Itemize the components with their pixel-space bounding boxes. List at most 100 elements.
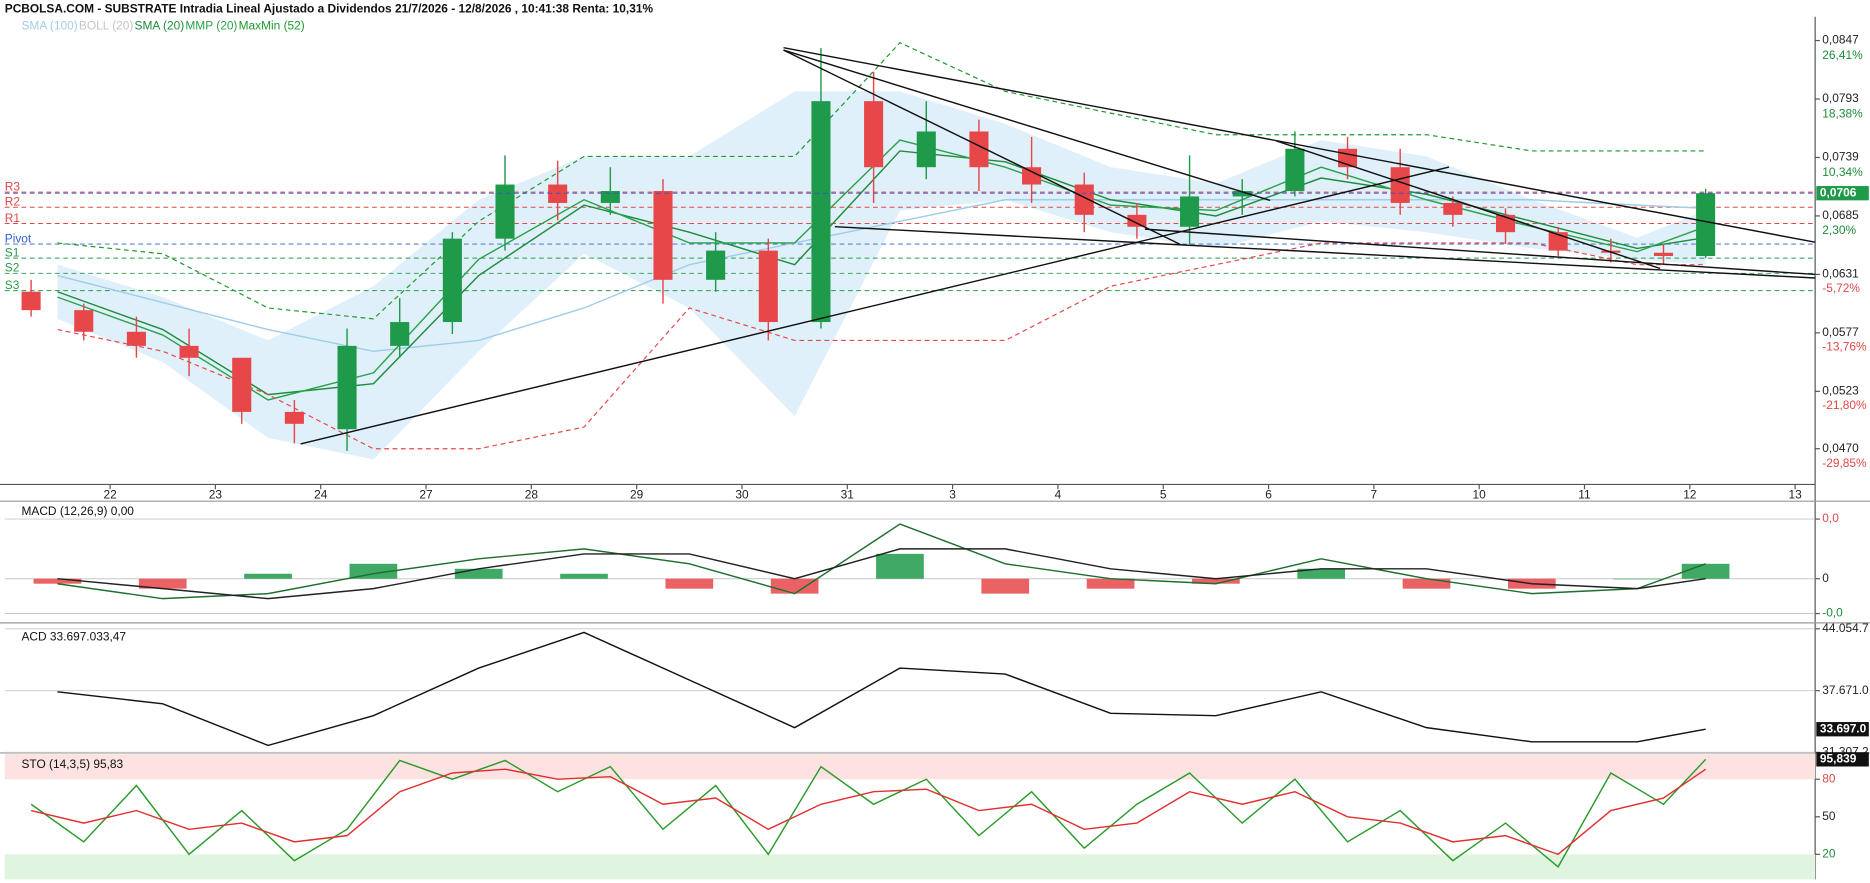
candle-body xyxy=(653,191,673,280)
histogram-bar xyxy=(138,578,187,589)
x-tick-label: 31 xyxy=(841,487,855,501)
trend-lines xyxy=(300,47,1816,445)
pivot-label: Pivot xyxy=(5,231,32,245)
zone xyxy=(4,754,1816,780)
x-tick-label: 11 xyxy=(1578,487,1591,501)
candle-body xyxy=(1285,148,1305,192)
candle-body xyxy=(1390,167,1410,203)
candle-body xyxy=(1127,214,1147,227)
y-tick-label: 50 xyxy=(1822,809,1836,823)
x-tick-label: 10 xyxy=(1473,487,1487,501)
x-tick-label: 28 xyxy=(525,487,539,501)
trend-line xyxy=(1275,140,1661,270)
histogram-bar xyxy=(1086,578,1135,589)
candle-body xyxy=(126,331,146,346)
indicator-line xyxy=(57,631,1706,747)
histogram-bar xyxy=(454,568,503,579)
candle-body xyxy=(442,238,462,323)
candle-body xyxy=(390,322,410,346)
x-tick-label: 22 xyxy=(103,487,117,501)
x-tick-label: 27 xyxy=(419,487,433,501)
y-tick-label: 0,0793 xyxy=(1822,91,1859,105)
stochastic-line xyxy=(30,758,1707,868)
y2-tick-label: -5,72% xyxy=(1822,281,1860,295)
x-tick-label: 29 xyxy=(630,487,644,501)
x-tick-label: 24 xyxy=(314,487,328,501)
histogram-bar xyxy=(770,578,819,594)
y-tick-label: 0,0470 xyxy=(1822,441,1859,455)
candle-body xyxy=(1653,252,1674,256)
candle-body xyxy=(916,131,936,168)
maxmin-lower xyxy=(57,242,1706,450)
candle-body xyxy=(1696,193,1716,256)
histogram-bar xyxy=(244,573,292,579)
x-tick-label: 5 xyxy=(1160,487,1167,501)
y2-tick-label: 2,30% xyxy=(1822,223,1856,237)
candle-body xyxy=(1022,167,1042,185)
panel-title: STO (14,3,5) 95,83 xyxy=(21,757,123,771)
legend-entry: MMP (20) xyxy=(185,18,237,32)
candle-body xyxy=(969,131,989,168)
x-tick-label: 7 xyxy=(1371,487,1378,501)
candle-body xyxy=(179,345,199,358)
histogram-bar xyxy=(1613,578,1662,580)
y-tick-label: 37.671.0 xyxy=(1822,683,1869,697)
pivot-label: S1 xyxy=(5,246,20,260)
macd-line xyxy=(57,523,1706,600)
candle-body xyxy=(548,184,568,203)
trend-line xyxy=(834,226,1816,279)
trend-line xyxy=(1144,228,1816,276)
x-tick-label: 12 xyxy=(1683,487,1697,501)
maxmin-upper xyxy=(57,41,1706,320)
last-value-label: 95,839 xyxy=(1820,751,1857,765)
candle-body xyxy=(600,191,620,203)
y-tick-label: 0,0523 xyxy=(1822,383,1859,397)
candle-body xyxy=(495,184,515,239)
y2-tick-label: -13,76% xyxy=(1822,340,1867,354)
y-tick-label: 0,0847 xyxy=(1822,33,1859,47)
pivot-label: S3 xyxy=(5,278,20,292)
panel-title: MACD (12,26,9) 0,00 xyxy=(21,504,134,518)
y2-tick-label: -29,85% xyxy=(1822,456,1867,470)
trend-line xyxy=(783,49,1271,202)
legend-entry: SMA (100) xyxy=(21,18,77,32)
pivot-label: R1 xyxy=(5,211,21,225)
y-tick-label: 80 xyxy=(1822,771,1836,785)
pivot-label: R3 xyxy=(5,179,21,193)
y-tick-label: 0 xyxy=(1822,571,1829,585)
trend-line xyxy=(783,49,1181,246)
zone xyxy=(4,854,1816,880)
trend-line xyxy=(300,166,1450,445)
y-tick-label: 0,0 xyxy=(1822,511,1839,525)
macd-line xyxy=(57,548,1706,600)
y-tick-label: 20 xyxy=(1822,847,1836,861)
x-tick-label: 13 xyxy=(1789,487,1803,501)
histogram-bar xyxy=(981,578,1030,594)
candle-body xyxy=(21,291,41,311)
y2-tick-label: 18,38% xyxy=(1822,106,1863,120)
candle-body xyxy=(706,250,726,280)
x-tick-label: 23 xyxy=(209,487,223,501)
candle-body xyxy=(1074,184,1094,215)
last-value-label: 0,0706 xyxy=(1820,185,1857,199)
histogram-bar xyxy=(1402,578,1451,589)
panel-title: ACD 33.697.033,47 xyxy=(21,629,126,643)
candle-body xyxy=(1180,196,1200,227)
candle-body xyxy=(1443,202,1463,215)
x-tick-label: 30 xyxy=(735,487,749,501)
candle-body xyxy=(284,411,304,424)
last-value-badge xyxy=(1816,722,1869,737)
pivot-label: R2 xyxy=(5,195,21,209)
candle-body xyxy=(758,250,778,323)
last-value-badge xyxy=(1816,186,1869,201)
y2-tick-label: -21,80% xyxy=(1822,398,1867,412)
y2-tick-label: 10,34% xyxy=(1822,165,1863,179)
histogram-bar xyxy=(560,573,608,579)
histogram-bar xyxy=(1297,568,1346,579)
last-value-label: 33.697.0 xyxy=(1820,721,1867,735)
histogram-bar xyxy=(349,563,398,579)
y2-tick-label: 26,41% xyxy=(1822,48,1863,62)
pivot-label: S2 xyxy=(5,261,20,275)
